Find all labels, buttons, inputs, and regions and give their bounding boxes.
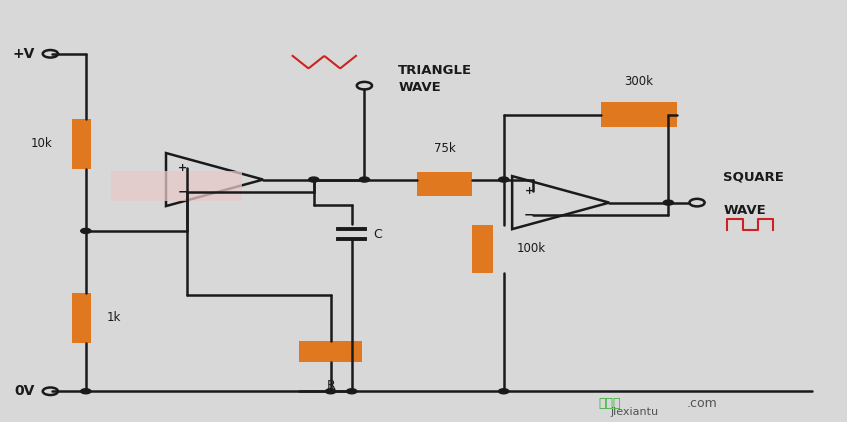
FancyBboxPatch shape: [601, 103, 677, 127]
Text: 75k: 75k: [434, 142, 456, 155]
Text: +V: +V: [13, 47, 36, 61]
Circle shape: [359, 177, 369, 182]
Text: +: +: [178, 162, 187, 173]
Circle shape: [499, 389, 509, 394]
Text: +: +: [524, 186, 534, 195]
FancyBboxPatch shape: [472, 225, 493, 273]
Circle shape: [325, 389, 335, 394]
Text: −: −: [523, 208, 534, 221]
Text: 0V: 0V: [14, 384, 36, 398]
FancyBboxPatch shape: [418, 172, 472, 196]
Text: 接线图: 接线图: [598, 398, 621, 410]
Circle shape: [499, 177, 509, 182]
FancyBboxPatch shape: [72, 293, 91, 343]
Text: R: R: [326, 379, 335, 392]
Text: .com: .com: [687, 398, 717, 410]
FancyBboxPatch shape: [72, 119, 91, 169]
Text: SQUARE: SQUARE: [723, 171, 784, 184]
Text: WAVE: WAVE: [723, 205, 766, 217]
Text: TRIANGLE: TRIANGLE: [398, 64, 473, 77]
Circle shape: [80, 389, 91, 394]
Text: C: C: [373, 227, 382, 241]
Text: 100k: 100k: [517, 242, 545, 255]
Text: WAVE: WAVE: [398, 81, 441, 94]
FancyBboxPatch shape: [111, 171, 242, 200]
Text: 10k: 10k: [30, 138, 52, 150]
Text: jiexiantu: jiexiantu: [611, 407, 659, 417]
Circle shape: [346, 389, 357, 394]
Text: 300k: 300k: [624, 75, 653, 88]
Text: 1k: 1k: [107, 311, 121, 325]
Circle shape: [308, 177, 318, 182]
FancyBboxPatch shape: [299, 341, 363, 362]
Circle shape: [663, 200, 673, 205]
Text: −: −: [178, 185, 188, 198]
Circle shape: [80, 228, 91, 233]
